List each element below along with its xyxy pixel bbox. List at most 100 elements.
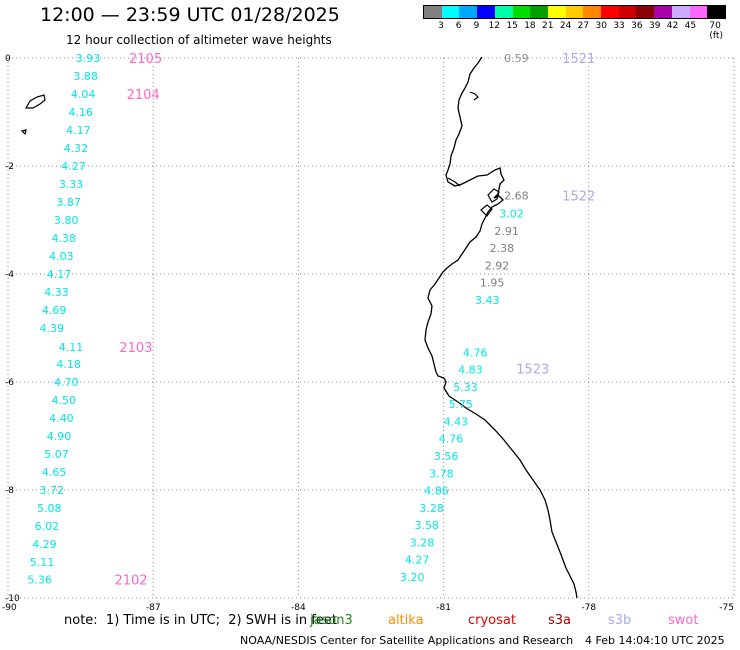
legend-swatch xyxy=(547,6,566,18)
satellite-s3a: s3a xyxy=(548,613,572,628)
lat-tick-label: -8 xyxy=(5,486,14,496)
lon-tick-label: -75 xyxy=(719,603,734,613)
lon-tick-label: -78 xyxy=(581,603,596,613)
legend-tick-label: 24 xyxy=(559,21,572,31)
legend-tick-label: 33 xyxy=(613,21,625,31)
wave-height-label: 2.38 xyxy=(490,242,514,255)
galapagos-islet xyxy=(20,129,27,136)
track-pass-2105: 2105 3.93 3.88 xyxy=(73,52,162,83)
track-pass-1521: 1521 0.59 xyxy=(504,52,595,67)
legend-swatch xyxy=(654,6,672,18)
wave-height-label: 1.95 xyxy=(480,277,505,290)
legend-tick-label: 18 xyxy=(524,21,536,31)
legend-tick-label: 3 xyxy=(437,21,444,31)
track-pass-2104: 2104 4.04 4.16 4.17 4.32 4.27 3.33 3.87 3.80 4.38… xyxy=(39,88,159,335)
track-pass-2103: 2103 4.11 4.18 4.70 4.50 4.40 4.90 5.07 4.65 3.72… xyxy=(30,341,153,569)
legend-color-bar xyxy=(423,5,726,19)
legend-swatch xyxy=(459,6,478,18)
wave-height-label: 5.75 xyxy=(448,398,473,411)
legend-tick-label: 12 xyxy=(488,21,501,31)
wave-height-label: 6.02 xyxy=(35,520,60,533)
lat-tick-label: -10 xyxy=(5,594,20,604)
wave-height-label: 4.70 xyxy=(54,376,78,389)
legend-swatch xyxy=(424,6,442,18)
track-pass-2102: 2102 5.36 xyxy=(27,574,147,589)
wave-height-label: 4.03 xyxy=(49,250,74,263)
pass-label: 1521 xyxy=(562,52,595,67)
track-pass-1523: 1523 4.76 4.83 5.33 5.75 4.43 4.76 3.56 3.78 4.86… xyxy=(400,346,549,584)
wave-height-label: 3.28 xyxy=(410,536,435,549)
legend-swatch xyxy=(441,6,460,18)
map-title: 12:00 — 23:59 UTC 01/28/2025 xyxy=(40,4,340,26)
pass-label: 2102 xyxy=(114,574,147,589)
wave-height-label: 3.93 xyxy=(76,52,101,65)
coastline-inlet xyxy=(447,91,479,187)
wave-height-label: 4.33 xyxy=(44,286,69,299)
pass-label: 2105 xyxy=(129,52,162,67)
wave-height-label: 4.39 xyxy=(39,322,64,335)
pass-label: 1523 xyxy=(516,363,549,378)
pass-label: 2103 xyxy=(119,341,152,356)
wave-height-label: 4.16 xyxy=(69,106,94,119)
legend-swatch xyxy=(618,6,637,18)
wave-height-label: 4.29 xyxy=(32,538,57,551)
wave-height-label: 2.68 xyxy=(504,190,528,203)
wave-height-label: 4.18 xyxy=(56,358,81,371)
lon-tick-label: -81 xyxy=(436,603,451,613)
legend-tick-label: 9 xyxy=(473,21,480,31)
wave-height-label: 4.11 xyxy=(59,341,84,354)
wave-height-label: 3.58 xyxy=(415,519,440,532)
wave-height-label: 4.40 xyxy=(49,412,74,425)
wave-height-label: 4.17 xyxy=(66,124,91,137)
wave-height-label: 3.20 xyxy=(400,571,425,584)
gulf-island xyxy=(480,188,500,217)
wave-height-label: 5.36 xyxy=(27,574,52,587)
wave-height-label: 4.65 xyxy=(42,466,67,479)
wave-height-label: 3.56 xyxy=(434,450,459,463)
legend-tick-label: 6 xyxy=(455,21,462,31)
wave-height-label: 4.83 xyxy=(458,364,483,377)
wave-height-label: 4.86 xyxy=(424,485,449,498)
satellite-s3b: s3b xyxy=(608,613,632,628)
wave-height-label: 4.76 xyxy=(439,433,464,446)
legend-swatch xyxy=(583,6,602,18)
lat-tick-label: -6 xyxy=(5,378,14,388)
wave-height-label: 3.88 xyxy=(73,70,98,83)
legend-tick-label: 39 xyxy=(648,21,661,31)
map-grid xyxy=(7,57,735,599)
coastline xyxy=(424,56,578,599)
satellite-jason3: jason3 xyxy=(310,613,353,628)
legend-swatch xyxy=(565,6,584,18)
wave-height-label: 2.92 xyxy=(485,259,510,272)
wave-height-label: 3.02 xyxy=(499,208,524,221)
satellite-swot: swot xyxy=(668,613,699,628)
legend-swatch xyxy=(512,6,531,18)
track-pass-1522: 1522 2.68 3.02 2.91 2.38 2.92 1.95 3.43 xyxy=(475,190,595,307)
lon-tick-label: -84 xyxy=(291,603,306,613)
satellite-altika: altika xyxy=(388,613,424,628)
wave-height-label: 4.27 xyxy=(61,160,86,173)
footer-note: note: 1) Time is in UTC; 2) SWH is in fe… xyxy=(64,613,337,628)
galapagos-island xyxy=(24,94,46,109)
legend-swatch xyxy=(494,6,513,18)
wave-height-label: 4.38 xyxy=(52,232,76,245)
legend-swatch xyxy=(636,6,655,18)
footer-credit: NOAA/NESDIS Center for Satellite Applica… xyxy=(240,634,574,647)
lat-tick-label: -2 xyxy=(5,162,14,172)
wave-height-label: 4.43 xyxy=(444,415,469,428)
color-legend: 3 6 9 12 15 18 21 24 27 30 33 36 39 42 45 70 (ft) xyxy=(423,5,726,41)
legend-tick-labels: 3 6 9 12 15 18 21 24 27 30 33 36 39 42 45 70 (ft) xyxy=(423,19,726,41)
legend-tick-label: 70 (ft) xyxy=(709,21,723,41)
wave-height-label: 5.07 xyxy=(44,448,69,461)
satellite-cryosat: cryosat xyxy=(468,613,516,628)
lat-tick-label: 0 xyxy=(5,54,11,64)
wave-height-label: 4.76 xyxy=(463,346,488,359)
wave-height-label: 3.43 xyxy=(475,294,500,307)
legend-tick-label: 45 xyxy=(684,21,697,31)
map-subtitle: 12 hour collection of altimeter wave hei… xyxy=(66,33,332,47)
legend-swatch xyxy=(671,6,690,18)
wave-height-label: 0.59 xyxy=(504,52,528,65)
legend-swatch xyxy=(601,6,619,18)
wave-height-label: 4.50 xyxy=(52,394,76,407)
